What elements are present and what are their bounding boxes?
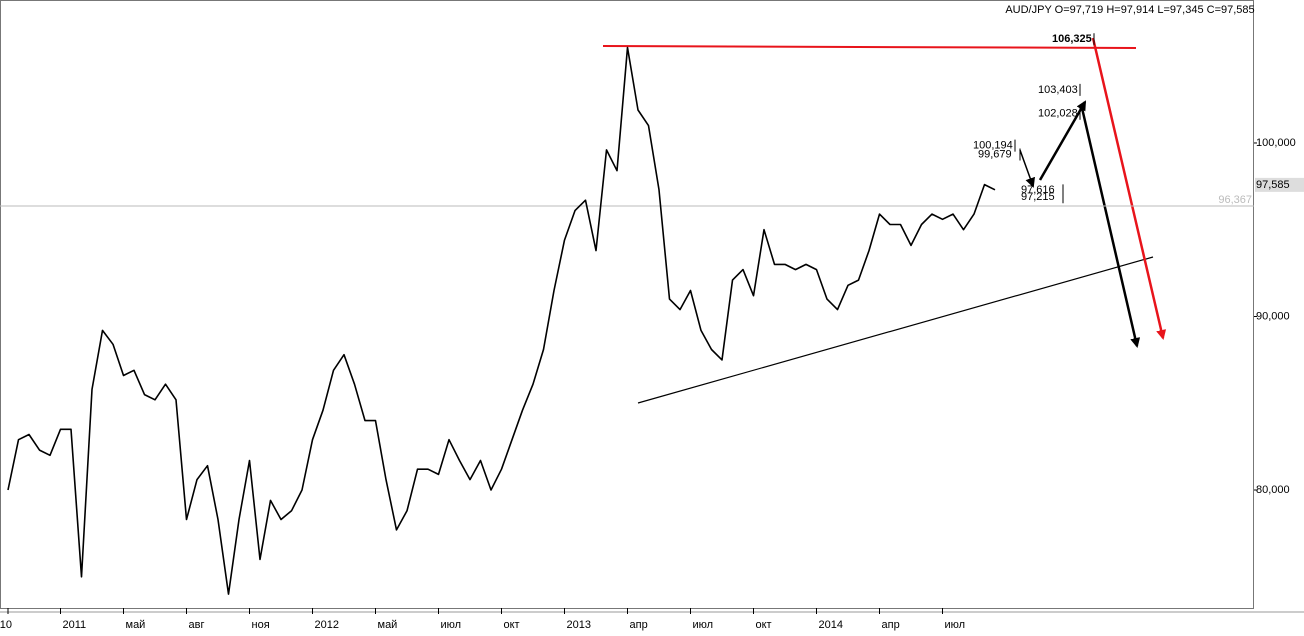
annotation-label: 99,679	[978, 148, 1012, 160]
last-price-box	[1255, 177, 1304, 192]
y-tick-label: 80,000	[1256, 484, 1290, 496]
forecast-arrow	[1038, 100, 1087, 181]
x-tick-label: авг	[189, 619, 205, 631]
y-tick-label: 90,000	[1256, 310, 1290, 322]
annotation-label: 97,616	[1021, 184, 1055, 196]
x-tick-label: 2013	[567, 619, 591, 631]
x-tick-label: апр	[630, 619, 648, 631]
x-tick-label: май	[126, 619, 146, 631]
x-tick-label: 2014	[819, 619, 843, 631]
chart-title: AUD/JPY O=97,719 H=97,914 L=97,345 C=97,…	[1005, 4, 1254, 16]
trend-line	[637, 256, 1154, 404]
x-tick-label: 2012	[315, 619, 339, 631]
x-tick-label: ноя	[252, 619, 270, 631]
x-tick-label: май	[378, 619, 398, 631]
x-tick-label: июл	[441, 619, 462, 631]
forecast-arrow	[1080, 107, 1141, 348]
x-tick-label: 2011	[63, 619, 87, 631]
annotation-label: 106,325	[1052, 33, 1092, 45]
price-line-series	[7, 46, 996, 595]
price-line-label: 96,367	[1218, 194, 1252, 206]
x-tick-label: окт	[756, 619, 772, 631]
annotation-label: 100,194	[973, 140, 1013, 152]
x-tick-label: июл	[945, 619, 966, 631]
last-price-label: 97,585	[1256, 179, 1290, 191]
annotation-label: 97,215	[1021, 191, 1055, 203]
plot-frame	[0, 0, 1254, 609]
resistance-line	[602, 45, 1137, 49]
x-tick-label: апр	[882, 619, 900, 631]
x-tick-label: окт	[504, 619, 520, 631]
forecast-arrow	[1019, 149, 1035, 188]
y-tick-label: 100,000	[1256, 137, 1296, 149]
annotation-label: 103,403	[1038, 84, 1078, 96]
forecast-arrow	[1091, 37, 1167, 340]
x-tick-label: 2010	[0, 619, 12, 631]
annotation-label: 102,028	[1038, 108, 1078, 120]
x-tick-label: июл	[693, 619, 714, 631]
